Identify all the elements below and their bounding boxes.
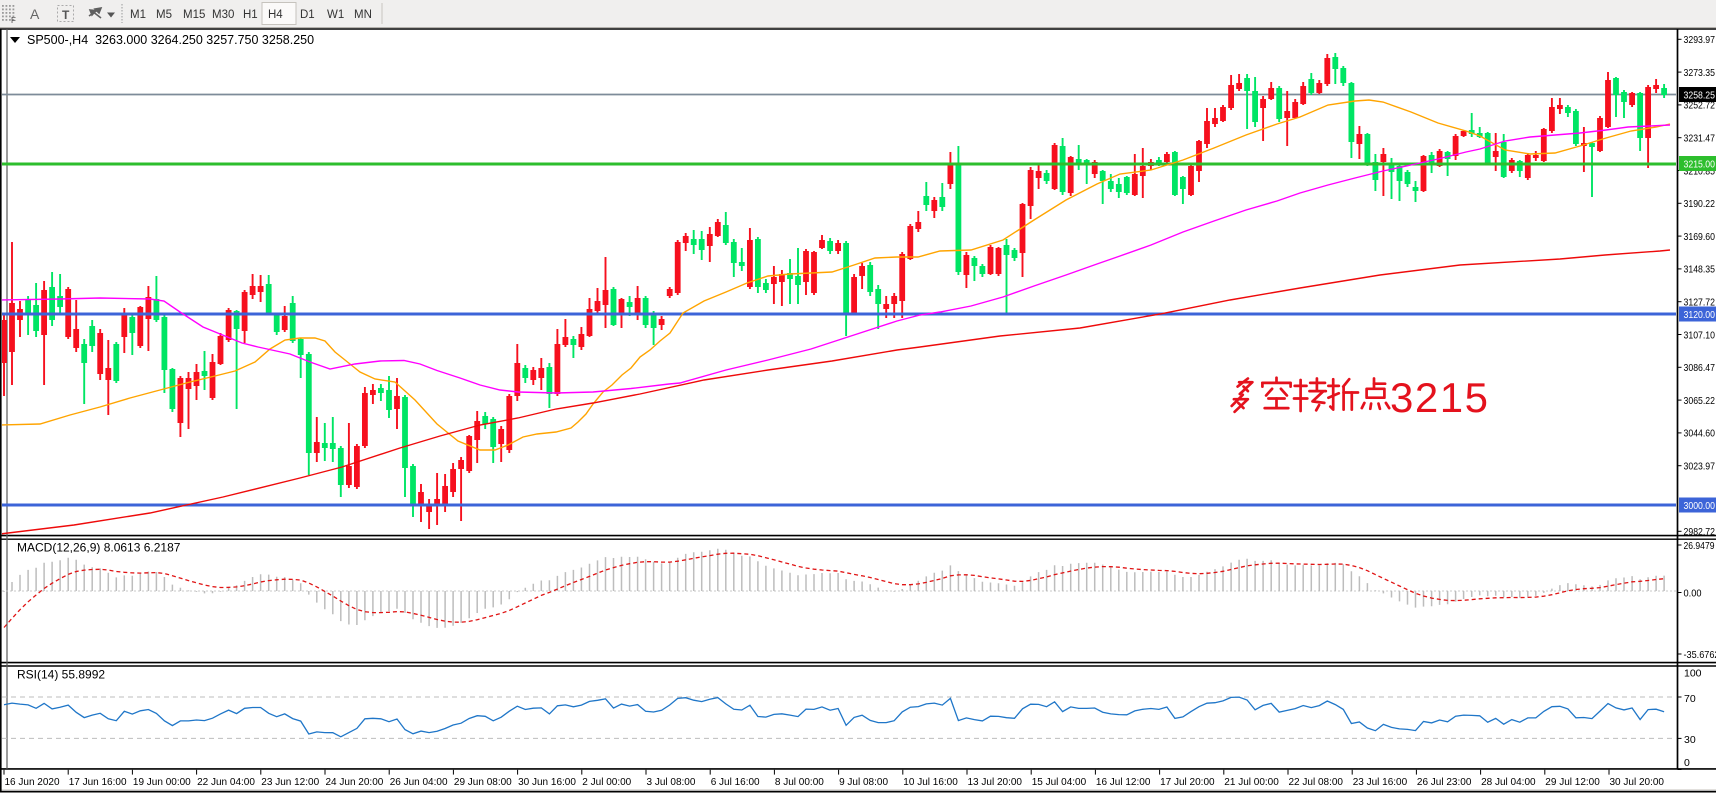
svg-text:0.00: 0.00 bbox=[1684, 587, 1702, 599]
svg-text:17 Jul 20:00: 17 Jul 20:00 bbox=[1160, 777, 1215, 788]
svg-text:28 Jul 04:00: 28 Jul 04:00 bbox=[1481, 777, 1536, 788]
svg-text:9 Jul 08:00: 9 Jul 08:00 bbox=[839, 777, 888, 788]
svg-text:2982.72: 2982.72 bbox=[1684, 526, 1716, 538]
svg-text:26 Jul 23:00: 26 Jul 23:00 bbox=[1417, 777, 1472, 788]
svg-text:M15: M15 bbox=[183, 9, 205, 21]
svg-text:100: 100 bbox=[1684, 668, 1702, 680]
svg-text:3044.60: 3044.60 bbox=[1684, 428, 1716, 440]
svg-text:M5: M5 bbox=[156, 9, 172, 21]
svg-text:3169.60: 3169.60 bbox=[1684, 231, 1716, 243]
svg-text:3107.10: 3107.10 bbox=[1684, 329, 1716, 341]
svg-text:W1: W1 bbox=[327, 9, 344, 21]
svg-text:H4: H4 bbox=[268, 9, 283, 21]
svg-text:26.9479: 26.9479 bbox=[1684, 540, 1715, 552]
svg-text:M1: M1 bbox=[130, 9, 146, 21]
svg-text:29 Jun 08:00: 29 Jun 08:00 bbox=[454, 777, 512, 788]
svg-text:3258.25: 3258.25 bbox=[1684, 90, 1716, 102]
svg-text:2 Jul 00:00: 2 Jul 00:00 bbox=[582, 777, 631, 788]
svg-text:3215.00: 3215.00 bbox=[1684, 159, 1716, 171]
svg-text:3273.35: 3273.35 bbox=[1684, 67, 1716, 79]
svg-text:3293.97: 3293.97 bbox=[1684, 34, 1716, 46]
svg-text:RSI(14) 55.8992: RSI(14) 55.8992 bbox=[17, 668, 105, 682]
svg-text:T: T bbox=[62, 8, 70, 22]
svg-text:16 Jul 12:00: 16 Jul 12:00 bbox=[1096, 777, 1151, 788]
svg-text:6 Jul 16:00: 6 Jul 16:00 bbox=[711, 777, 760, 788]
svg-text:10 Jul 16:00: 10 Jul 16:00 bbox=[903, 777, 958, 788]
svg-text:3065.22: 3065.22 bbox=[1684, 395, 1716, 407]
svg-text:19 Jun 00:00: 19 Jun 00:00 bbox=[133, 777, 191, 788]
svg-text:3127.72: 3127.72 bbox=[1684, 297, 1716, 309]
svg-text:23 Jun 12:00: 23 Jun 12:00 bbox=[261, 777, 319, 788]
svg-text:13 Jul 20:00: 13 Jul 20:00 bbox=[968, 777, 1023, 788]
svg-text:70: 70 bbox=[1684, 693, 1696, 705]
svg-text:0: 0 bbox=[1684, 757, 1690, 769]
svg-text:A: A bbox=[30, 6, 40, 22]
svg-text:16 Jun 2020: 16 Jun 2020 bbox=[5, 777, 60, 788]
svg-text:SP500-,H4 3263.000 3264.250 3: SP500-,H4 3263.000 3264.250 3257.750 325… bbox=[27, 33, 314, 47]
svg-text:3190.22: 3190.22 bbox=[1684, 198, 1716, 210]
svg-text:22 Jun 04:00: 22 Jun 04:00 bbox=[197, 777, 255, 788]
svg-text:3252.72: 3252.72 bbox=[1684, 100, 1716, 112]
svg-text:H1: H1 bbox=[243, 9, 258, 21]
svg-text:21 Jul 00:00: 21 Jul 00:00 bbox=[1224, 777, 1279, 788]
svg-text:-35.6762: -35.6762 bbox=[1684, 649, 1716, 661]
svg-text:3231.47: 3231.47 bbox=[1684, 133, 1716, 145]
svg-text:30 Jun 16:00: 30 Jun 16:00 bbox=[518, 777, 576, 788]
svg-text:3215: 3215 bbox=[1390, 374, 1489, 421]
svg-text:29 Jul 12:00: 29 Jul 12:00 bbox=[1545, 777, 1600, 788]
svg-text:D1: D1 bbox=[300, 9, 315, 21]
svg-text:3148.35: 3148.35 bbox=[1684, 264, 1716, 276]
svg-text:26 Jun 04:00: 26 Jun 04:00 bbox=[390, 777, 448, 788]
svg-text:MN: MN bbox=[354, 9, 372, 21]
svg-text:3086.47: 3086.47 bbox=[1684, 362, 1716, 374]
svg-text:15 Jul 04:00: 15 Jul 04:00 bbox=[1032, 777, 1087, 788]
svg-text:24 Jun 20:00: 24 Jun 20:00 bbox=[326, 777, 384, 788]
svg-text:F: F bbox=[11, 16, 16, 25]
svg-text:M30: M30 bbox=[212, 9, 234, 21]
svg-text:23 Jul 16:00: 23 Jul 16:00 bbox=[1353, 777, 1408, 788]
svg-text:22 Jul 08:00: 22 Jul 08:00 bbox=[1289, 777, 1344, 788]
svg-text:3023.97: 3023.97 bbox=[1684, 461, 1716, 473]
svg-text:17 Jun 16:00: 17 Jun 16:00 bbox=[69, 777, 127, 788]
svg-text:30: 30 bbox=[1684, 734, 1696, 746]
svg-text:3000.00: 3000.00 bbox=[1684, 500, 1716, 512]
svg-text:8 Jul 00:00: 8 Jul 00:00 bbox=[775, 777, 824, 788]
svg-text:3 Jul 08:00: 3 Jul 08:00 bbox=[647, 777, 696, 788]
svg-text:MACD(12,26,9) 8.0613 6.2187: MACD(12,26,9) 8.0613 6.2187 bbox=[17, 541, 181, 555]
svg-text:30 Jul 20:00: 30 Jul 20:00 bbox=[1610, 777, 1665, 788]
svg-text:3120.00: 3120.00 bbox=[1684, 309, 1716, 321]
